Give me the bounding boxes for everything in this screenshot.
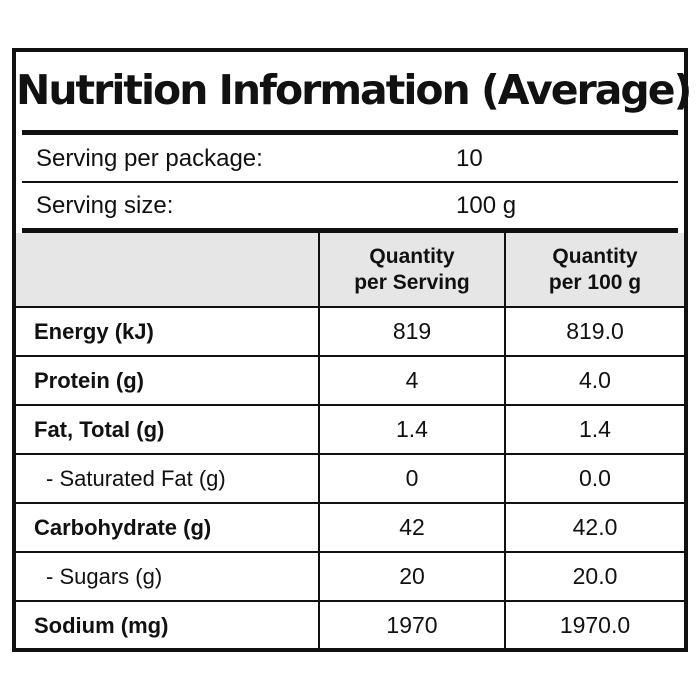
per-serving-value: 819 xyxy=(392,318,432,344)
nutrient-name: - Saturated Fat (g) xyxy=(46,466,226,491)
row-divider xyxy=(16,502,684,504)
nutrient-name: Sodium (mg) xyxy=(34,613,169,638)
nutrient-name: Carbohydrate (g) xyxy=(34,515,212,540)
row-divider xyxy=(16,404,684,406)
per-serving-value: 1970 xyxy=(386,612,438,638)
column-divider xyxy=(504,233,506,652)
table-row-fat-total: Fat, Total (g) 1.4 1.4 xyxy=(16,406,684,453)
nutrient-name: - Sugars (g) xyxy=(46,564,163,589)
per-serving-value: 1.4 xyxy=(396,416,428,442)
serving-size-value: 100 g xyxy=(456,192,517,219)
column-header-per-100g: Quantity per 100 g xyxy=(506,233,684,306)
serving-divider xyxy=(22,181,678,183)
row-divider xyxy=(16,306,684,308)
table-row-sugars: - Sugars (g) 20 20.0 xyxy=(16,553,684,600)
row-divider xyxy=(16,551,684,553)
serving-size-label: Serving size: xyxy=(36,192,174,219)
per-100g-value: 819.0 xyxy=(566,318,624,344)
table-row-sodium: Sodium (mg) 1970 1970.0 xyxy=(16,602,684,649)
row-divider xyxy=(16,600,684,602)
table-row-carbohydrate: Carbohydrate (g) 42 42.0 xyxy=(16,504,684,551)
per-serving-value: 42 xyxy=(399,514,425,540)
table-header xyxy=(16,233,684,306)
serving-size-row: Serving size: 100 g xyxy=(16,184,684,228)
table-row-protein: Protein (g) 4 4.0 xyxy=(16,357,684,404)
column-header-line: per Serving xyxy=(354,270,470,294)
serving-per-package-value: 10 xyxy=(456,145,483,172)
per-serving-value: 4 xyxy=(405,367,419,393)
per-100g-value: 1.4 xyxy=(579,416,611,442)
per-100g-value: 1970.0 xyxy=(559,612,631,638)
per-100g-value: 4.0 xyxy=(579,367,611,393)
per-100g-value: 20.0 xyxy=(572,563,618,589)
nutrient-name: Protein (g) xyxy=(34,368,144,393)
serving-per-package-row: Serving per package: 10 xyxy=(16,137,684,181)
table-row-energy: Energy (kJ) 819 819.0 xyxy=(16,308,684,355)
column-header-line: Quantity xyxy=(552,244,638,268)
table-top-divider xyxy=(22,228,678,233)
table-row-saturated-fat: - Saturated Fat (g) 0 0.0 xyxy=(16,455,684,502)
nutrient-name: Fat, Total (g) xyxy=(34,417,165,442)
column-header-per-serving: Quantity per Serving xyxy=(320,233,504,306)
row-divider xyxy=(16,355,684,357)
row-divider xyxy=(16,453,684,455)
column-header-line: per 100 g xyxy=(548,270,642,294)
per-100g-value: 42.0 xyxy=(572,514,618,540)
panel-title: Nutrition Information (Average) xyxy=(16,66,692,114)
nutrition-panel: Nutrition Information (Average) Serving … xyxy=(12,48,692,652)
per-serving-value: 0 xyxy=(405,465,419,491)
per-100g-value: 0.0 xyxy=(579,465,611,491)
title-divider xyxy=(22,130,678,135)
per-serving-value: 20 xyxy=(399,563,425,589)
column-divider xyxy=(318,233,320,652)
serving-per-package-label: Serving per package: xyxy=(36,145,263,172)
nutrient-name: Energy (kJ) xyxy=(34,319,154,344)
column-header-line: Quantity xyxy=(369,244,455,268)
